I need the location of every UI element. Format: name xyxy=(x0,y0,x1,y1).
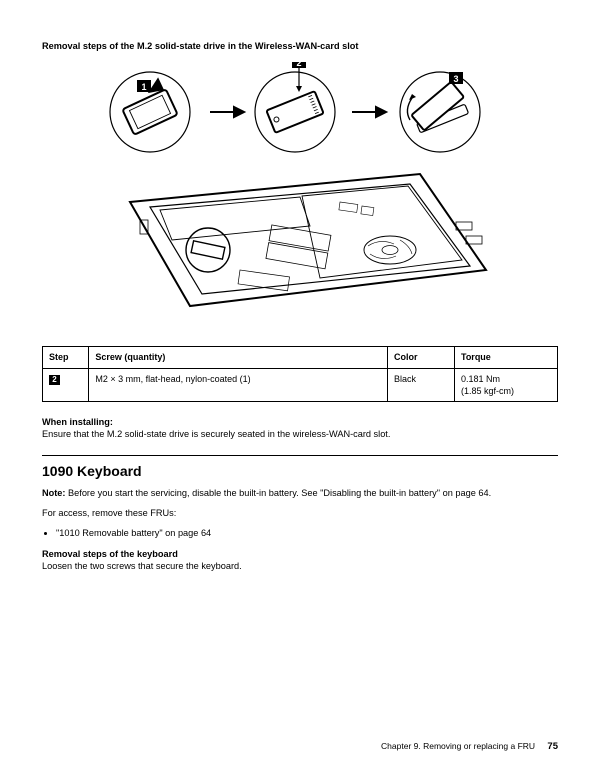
footer-chapter: Chapter 9. Removing or replacing a FRU xyxy=(381,741,535,751)
install-text: Ensure that the M.2 solid-state drive is… xyxy=(42,428,558,440)
screw-table: Step Screw (quantity) Color Torque 2 M2 … xyxy=(42,346,558,401)
page-footer: Chapter 9. Removing or replacing a FRU 7… xyxy=(381,741,558,754)
torque-line2: (1.85 kgf-cm) xyxy=(461,386,514,396)
th-color: Color xyxy=(388,347,455,368)
th-torque: Torque xyxy=(454,347,557,368)
chassis-diagram xyxy=(42,162,558,332)
table-row: 2 M2 × 3 mm, flat-head, nylon-coated (1)… xyxy=(43,368,558,401)
torque-line1: 0.181 Nm xyxy=(461,374,500,384)
install-heading: When installing: xyxy=(42,416,558,428)
svg-text:3: 3 xyxy=(453,74,458,84)
removal-steps-diagram: 1 xyxy=(42,62,558,162)
td-step: 2 xyxy=(43,368,89,401)
section-rule xyxy=(42,455,558,456)
kb-removal-heading: Removal steps of the keyboard xyxy=(42,548,558,560)
td-torque: 0.181 Nm (1.85 kgf-cm) xyxy=(454,368,557,401)
section-title: Removal steps of the M.2 solid-state dri… xyxy=(42,40,558,52)
note-label: Note: xyxy=(42,488,65,498)
table-header-row: Step Screw (quantity) Color Torque xyxy=(43,347,558,368)
svg-text:2: 2 xyxy=(296,62,301,68)
td-screw: M2 × 3 mm, flat-head, nylon-coated (1) xyxy=(89,368,388,401)
manual-page: Removal steps of the M.2 solid-state dri… xyxy=(0,0,600,776)
keyboard-section-heading: 1090 Keyboard xyxy=(42,462,558,481)
step-callout-icon: 2 xyxy=(49,375,60,385)
th-screw: Screw (quantity) xyxy=(89,347,388,368)
kb-removal-text: Loosen the two screws that secure the ke… xyxy=(42,560,558,572)
note-text: Before you start the servicing, disable … xyxy=(65,488,491,498)
access-list: "1010 Removable battery" on page 64 xyxy=(42,527,558,539)
note-paragraph: Note: Before you start the servicing, di… xyxy=(42,487,558,499)
footer-page-number: 75 xyxy=(547,741,558,752)
td-color: Black xyxy=(388,368,455,401)
access-intro: For access, remove these FRUs: xyxy=(42,507,558,519)
th-step: Step xyxy=(43,347,89,368)
install-section: When installing: Ensure that the M.2 sol… xyxy=(42,416,558,441)
svg-text:1: 1 xyxy=(141,82,146,92)
list-item: "1010 Removable battery" on page 64 xyxy=(56,527,558,539)
